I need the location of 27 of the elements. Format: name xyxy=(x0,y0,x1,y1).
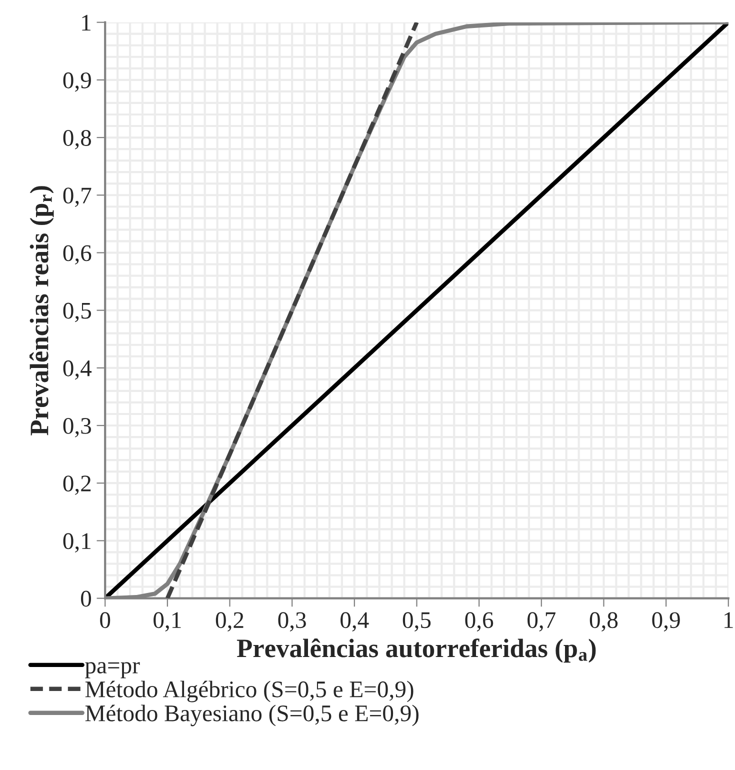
x-tick-label: 0,1 xyxy=(154,612,181,632)
x-tick-label: 0,9 xyxy=(652,612,680,632)
x-tick-label: 0,3 xyxy=(278,612,306,632)
x-tick-label: 0,8 xyxy=(590,612,618,632)
y-axis-title: Prevalências reais (p$_{r}$) xyxy=(30,186,54,436)
x-axis-title: Prevalências autorreferidas (p$_{a}$) xyxy=(236,638,596,663)
y-tick-label: 0,7 xyxy=(63,188,92,207)
y-tick-label: 0,9 xyxy=(63,72,91,92)
x-tick-label: 1 xyxy=(724,612,733,628)
x-tick-label: 0,6 xyxy=(465,612,494,632)
y-tick-label: 0,4 xyxy=(63,360,92,380)
x-tick-label: 0,4 xyxy=(340,612,369,632)
x-tick-label: 0,5 xyxy=(402,612,431,632)
x-tick-label: 0,2 xyxy=(216,612,244,632)
y-tick-label: 0,6 xyxy=(63,245,92,265)
y-tick-label: 0,1 xyxy=(63,533,90,553)
y-tick-label: 0,5 xyxy=(63,302,91,322)
y-tick-label: 0,3 xyxy=(63,418,91,438)
legend-label: Método Algébrico (S=0,5 e E=0,9) xyxy=(85,680,414,702)
legend-label: pa=pr xyxy=(85,662,140,678)
y-tick-label: 0 xyxy=(81,590,92,607)
x-tick-label: 0,7 xyxy=(528,612,556,632)
y-tick-label: 1 xyxy=(82,14,90,31)
legend-label: Método Bayesiano (S=0,5 e E=0,9) xyxy=(85,704,419,726)
y-tick-label: 0,2 xyxy=(63,476,91,495)
x-tick-label: 0 xyxy=(100,612,110,628)
y-tick-label: 0,8 xyxy=(63,130,92,150)
